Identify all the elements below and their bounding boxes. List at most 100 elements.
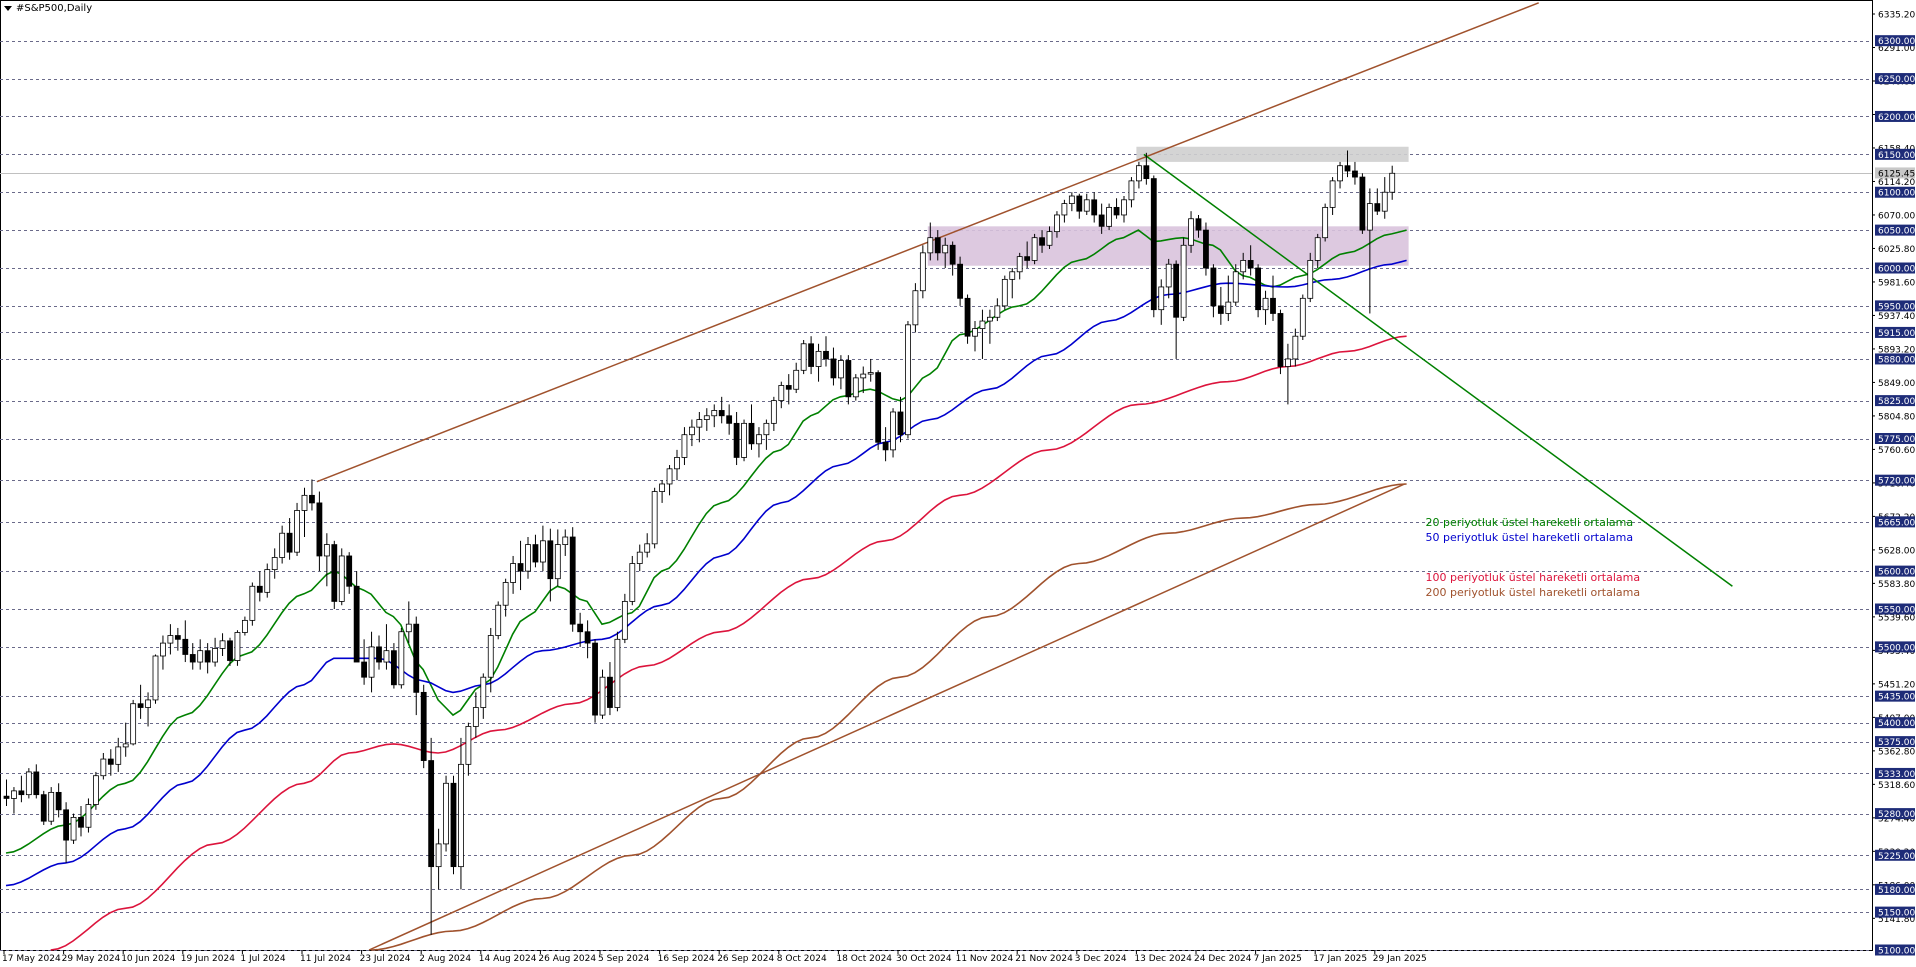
- candle-body: [1366, 203, 1373, 231]
- candle-body: [577, 623, 584, 633]
- candle-body: [912, 290, 919, 326]
- candle-body: [279, 532, 286, 558]
- candle-body: [1314, 237, 1321, 261]
- level-label-box: [1875, 736, 1915, 748]
- x-tick-label: 11 Jul 2024: [300, 954, 351, 963]
- candle-body: [227, 640, 233, 661]
- candle-body: [1255, 267, 1261, 311]
- candle-body: [167, 635, 174, 644]
- candle-body: [145, 699, 151, 708]
- level-label: 5880.00: [1878, 355, 1915, 365]
- candle-body: [1203, 229, 1209, 269]
- candle-body: [249, 585, 256, 621]
- candle-body: [711, 410, 718, 417]
- candle-body: [346, 555, 353, 587]
- moving-average-line-3: [50, 335, 1407, 951]
- candle-body: [1299, 297, 1306, 337]
- candle-body: [241, 619, 248, 633]
- candle-body: [987, 316, 993, 322]
- candle-body: [1136, 165, 1142, 182]
- level-label: 5720.00: [1878, 477, 1915, 487]
- x-tick-label: 14 Aug 2024: [479, 954, 537, 963]
- candle-body: [1009, 271, 1016, 280]
- candle-body: [1329, 180, 1336, 208]
- level-label: 6050.00: [1878, 227, 1915, 237]
- level-label-box: [1875, 395, 1915, 407]
- legend-entry: 50 periyotluk üstel hareketli ortalama: [1426, 531, 1634, 544]
- candle-body: [778, 385, 785, 402]
- level-label-box: [1875, 516, 1915, 528]
- level-label: 5825.00: [1878, 397, 1915, 407]
- level-label-box: [1875, 641, 1915, 653]
- candle-body: [718, 410, 725, 417]
- y-tick-label: 5760.60: [1878, 446, 1915, 456]
- candle-body: [1292, 335, 1299, 360]
- level-label-box: [1875, 353, 1915, 365]
- x-tick-label: 29 Jan 2025: [1373, 954, 1427, 963]
- candle-body: [1270, 297, 1276, 314]
- candle-body: [487, 635, 494, 678]
- candle-body: [458, 763, 464, 868]
- level-label-box: [1875, 326, 1915, 338]
- candle-body: [659, 483, 665, 492]
- y-tick-label: 5362.80: [1878, 747, 1915, 757]
- level-label: 6200.00: [1878, 113, 1915, 123]
- level-label-box: [1875, 906, 1915, 918]
- legend-entry: 200 periyotluk üstel hareketli ortalama: [1426, 586, 1641, 599]
- candle-body: [428, 760, 435, 868]
- candle-body: [130, 703, 137, 745]
- candle-body: [107, 758, 114, 765]
- candle-body: [1046, 231, 1053, 246]
- candle-body: [1374, 203, 1381, 212]
- level-label: 5915.00: [1878, 329, 1915, 339]
- level-label-box: [1875, 73, 1915, 85]
- candle-body: [376, 646, 382, 663]
- candle-body: [472, 707, 479, 727]
- candle-body: [1180, 244, 1187, 318]
- candle-body: [174, 635, 181, 640]
- level-label: 5400.00: [1878, 719, 1915, 729]
- candle-body: [517, 563, 524, 572]
- candle-body: [413, 623, 420, 693]
- candle-body: [808, 343, 814, 367]
- candle-body: [1061, 203, 1068, 216]
- candle-body: [823, 350, 829, 360]
- candle-body: [1031, 237, 1038, 261]
- candle-body: [25, 771, 32, 796]
- candle-body: [1106, 206, 1112, 227]
- candle-body: [1083, 199, 1090, 212]
- candle-body: [547, 540, 554, 580]
- candle-body: [867, 372, 874, 375]
- y-tick-label: 5893.20: [1878, 345, 1915, 355]
- candle-body: [927, 237, 934, 254]
- level-label-box: [1875, 35, 1915, 47]
- level-label: 5280.00: [1878, 810, 1915, 820]
- level-label-box: [1875, 717, 1915, 729]
- candle-body: [793, 369, 800, 390]
- x-tick-label: 21 Nov 2024: [1015, 954, 1073, 963]
- candle-body: [614, 638, 621, 708]
- y-tick-label: 5849.00: [1878, 379, 1915, 389]
- candle-body: [1247, 260, 1254, 269]
- candle-body: [18, 790, 25, 796]
- candle-body: [1337, 165, 1343, 182]
- candle-body: [979, 320, 986, 330]
- candle-body: [115, 746, 122, 765]
- level-label-box: [1875, 110, 1915, 122]
- dropdown-triangle-icon[interactable]: [4, 6, 12, 11]
- candle-body: [331, 544, 338, 602]
- candle-body: [465, 726, 472, 765]
- y-tick-label: 5274.40: [1878, 814, 1915, 824]
- level-label: 5150.00: [1878, 909, 1915, 919]
- y-tick-label: 6025.80: [1878, 245, 1915, 255]
- current-price-label-box: [1875, 167, 1915, 179]
- candle-body: [562, 536, 569, 545]
- level-label: 6000.00: [1878, 265, 1915, 275]
- level-label-box: [1875, 565, 1915, 577]
- y-tick-label: 6114.20: [1878, 178, 1915, 188]
- legend-entry: 100 periyotluk üstel hareketli ortalama: [1426, 571, 1641, 584]
- candle-body: [286, 532, 293, 553]
- candle-body: [1165, 263, 1172, 288]
